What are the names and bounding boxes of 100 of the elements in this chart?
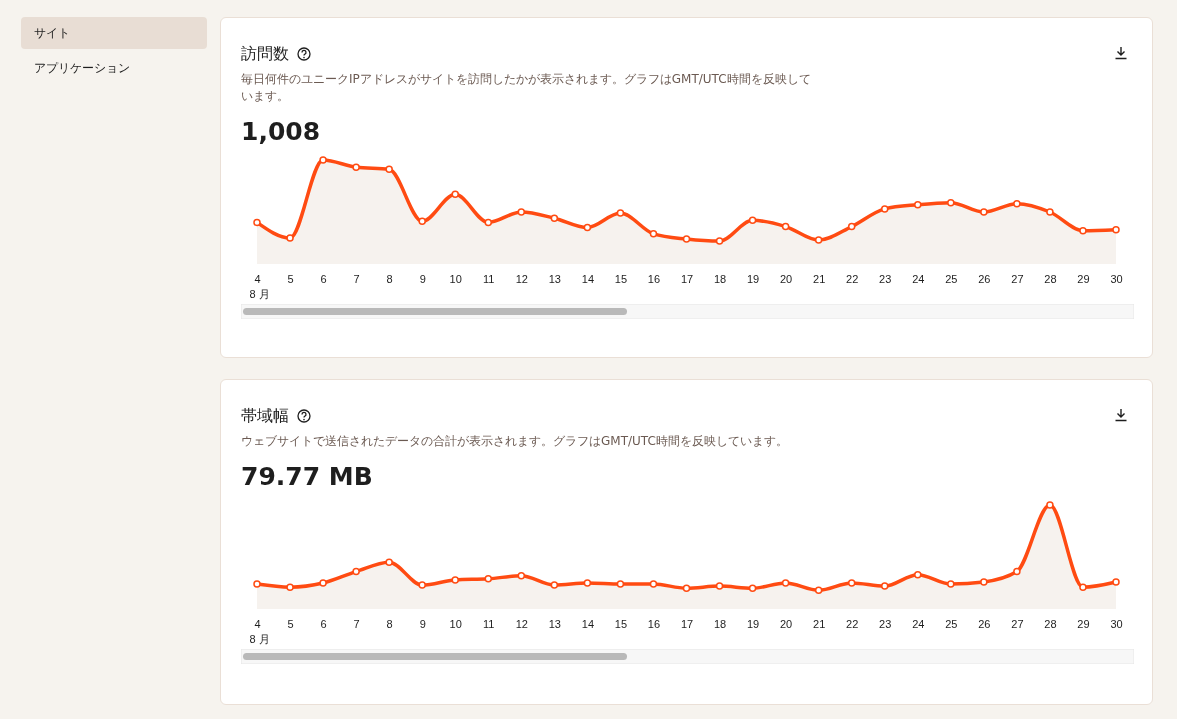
point	[583, 579, 592, 587]
point	[583, 223, 592, 232]
point	[385, 165, 393, 174]
x-tick-label: 26	[978, 272, 991, 285]
point	[1046, 208, 1054, 216]
x-tick-label: 27	[1011, 617, 1024, 630]
point	[616, 580, 625, 588]
point	[847, 579, 856, 587]
chart-subtitle: ウェブサイトで送信されたデータの合計が表示されます。グラフはGMT/UTC時間を反映しています。	[241, 433, 789, 450]
point	[550, 581, 559, 589]
point	[319, 579, 327, 587]
text: アプリケーション	[33, 60, 131, 77]
point	[682, 584, 691, 592]
point	[980, 208, 988, 216]
point	[1013, 567, 1021, 576]
point	[352, 163, 360, 172]
x-tick-label: 18	[713, 617, 727, 630]
x-tick-label: 15	[614, 617, 628, 630]
point	[253, 218, 261, 227]
point	[253, 580, 261, 588]
x-tick-label: 4 8 月	[249, 272, 270, 301]
point	[1079, 226, 1087, 235]
x-tick-label: 22	[846, 272, 859, 285]
point	[914, 570, 922, 579]
x-tick-label: 7	[353, 272, 360, 285]
point	[418, 581, 426, 589]
x-tick-label: 4 8 月	[249, 617, 270, 646]
x-tick-label: 20	[779, 272, 793, 285]
x-tick-label: 26	[978, 617, 991, 630]
x-tick-label: 9	[419, 617, 426, 630]
x-tick-label: 15	[614, 272, 628, 285]
point	[781, 222, 790, 231]
point	[352, 567, 360, 576]
point	[649, 580, 658, 588]
x-tick-label: 13	[548, 617, 561, 630]
point	[319, 156, 327, 164]
point	[1046, 501, 1054, 509]
point	[550, 214, 559, 222]
text: サイト	[21, 17, 207, 49]
x-tick-label: 5	[287, 272, 294, 285]
x-tick-label: 24	[912, 617, 925, 630]
point	[748, 216, 757, 225]
x-tick-label: 23	[879, 617, 892, 630]
point	[517, 571, 526, 580]
x-tick-label: 21	[813, 272, 826, 285]
x-tick-label: 29	[1077, 272, 1090, 285]
x-tick-label: 12	[515, 617, 528, 630]
point	[385, 558, 393, 566]
point	[484, 575, 493, 583]
point	[880, 205, 889, 213]
x-tick-label: 24	[912, 272, 925, 285]
point	[914, 200, 922, 209]
point	[1112, 225, 1120, 234]
point	[616, 209, 625, 217]
point	[649, 230, 658, 238]
x-tick-label: 8	[386, 617, 393, 630]
point	[781, 579, 790, 587]
point	[814, 586, 823, 595]
point	[715, 582, 724, 590]
chart-title: 訪問数	[241, 43, 289, 65]
point	[451, 576, 459, 584]
x-tick-label: 19	[746, 272, 760, 285]
text: 79.77 MB	[241, 462, 374, 491]
x-tick-label: 29	[1077, 617, 1090, 630]
x-tick-label: 6	[320, 272, 327, 285]
x-tick-label: 23	[879, 272, 892, 285]
point	[682, 235, 691, 243]
x-tick-label: 11	[483, 617, 495, 630]
x-tick-label: 18	[713, 272, 727, 285]
point	[748, 584, 757, 592]
x-tick-label: 16	[647, 617, 661, 630]
point	[517, 208, 526, 216]
point	[451, 190, 459, 199]
x-tick-label: 19	[746, 617, 760, 630]
x-tick-label: 10	[449, 617, 462, 630]
x-tick-label: 11	[483, 272, 495, 285]
x-tick-label: 25	[945, 272, 958, 285]
chart-title: 帯域幅	[241, 405, 289, 427]
point	[286, 583, 294, 591]
point	[1112, 578, 1120, 586]
point	[847, 222, 856, 231]
x-tick-label: 28	[1044, 272, 1057, 285]
chart-subtitle: 毎日何件のユニークIPアドレスがサイトを訪問したかが表示されます。グラフはGMT/UTC時間を反映しています。	[241, 71, 812, 105]
x-tick-label: 12	[515, 272, 528, 285]
point	[947, 580, 955, 588]
x-tick-label: 6	[320, 617, 327, 630]
x-tick-label: 17	[680, 617, 694, 630]
x-tick-label: 21	[813, 617, 826, 630]
x-tick-label: 27	[1011, 272, 1024, 285]
point	[484, 218, 493, 227]
x-tick-label: 30	[1110, 617, 1123, 630]
x-tick-label: 17	[680, 272, 694, 285]
point	[715, 237, 724, 245]
x-tick-label: 10	[449, 272, 462, 285]
x-tick-label: 20	[779, 617, 793, 630]
point	[418, 217, 426, 226]
point	[286, 234, 294, 242]
x-tick-label: 14	[581, 272, 595, 285]
x-tick-label: 14	[581, 617, 595, 630]
x-tick-label: 7	[353, 617, 360, 630]
